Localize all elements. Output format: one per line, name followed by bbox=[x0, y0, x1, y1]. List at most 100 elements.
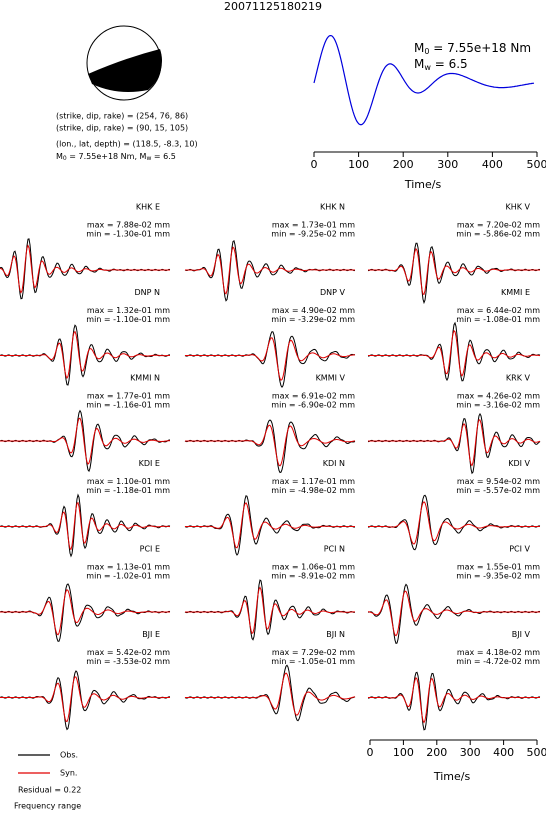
synthetic-trace bbox=[185, 246, 355, 295]
trace-label: DNP N bbox=[135, 288, 161, 297]
x-tick-label: 0 bbox=[311, 158, 318, 171]
x-tick-label: 400 bbox=[482, 158, 503, 171]
observed-trace bbox=[184, 664, 356, 722]
subscript: w bbox=[146, 155, 151, 162]
trace-label: PCI N bbox=[324, 545, 345, 554]
trace-min: min = -6.90e-02 mm bbox=[271, 401, 355, 410]
x-tick-label: 200 bbox=[393, 158, 414, 171]
legend-label: Obs. bbox=[60, 751, 78, 760]
trace-max: max = 5.42e-02 mm bbox=[87, 648, 170, 657]
synthetic-trace bbox=[185, 424, 356, 467]
value: = 6.5 bbox=[431, 57, 468, 71]
observed-trace bbox=[367, 671, 541, 731]
mechanism-line: (strike, dip, rake) = (254, 76, 86) bbox=[56, 112, 188, 121]
trace-label: BJI V bbox=[512, 630, 531, 639]
trace-max: max = 1.77e-01 mm bbox=[87, 392, 170, 401]
trace-min: min = -3.53e-02 mm bbox=[86, 657, 170, 666]
synthetic-trace bbox=[368, 677, 540, 724]
trace-max: max = 1.55e-01 mm bbox=[457, 563, 540, 572]
trace-min: min = -5.86e-02 mm bbox=[456, 230, 540, 239]
trace-min: min = -1.08e-01 mm bbox=[456, 315, 540, 324]
symbol: M bbox=[140, 152, 147, 161]
synthetic-trace bbox=[0, 588, 170, 636]
trace-max: max = 4.26e-02 mm bbox=[457, 392, 540, 401]
trace-max: max = 9.54e-02 mm bbox=[457, 477, 540, 486]
trace-min: min = -1.16e-01 mm bbox=[86, 401, 170, 410]
trace-label: PCI V bbox=[509, 545, 530, 554]
observed-trace bbox=[0, 670, 171, 731]
trace-label: KDI V bbox=[508, 459, 530, 468]
trace-max: max = 6.91e-02 mm bbox=[272, 392, 355, 401]
trace-min: min = -1.30e-01 mm bbox=[86, 230, 170, 239]
trace-max: max = 1.73e-01 mm bbox=[272, 221, 355, 230]
trace-min: min = -4.98e-02 mm bbox=[271, 486, 355, 495]
x-tick-label: 500 bbox=[527, 746, 546, 759]
synthetic-trace bbox=[185, 337, 355, 381]
symbol: M bbox=[414, 57, 424, 71]
trace-label: KMMI V bbox=[316, 374, 346, 383]
trace-label: KHK E bbox=[136, 203, 160, 212]
trace-min: min = -4.72e-02 mm bbox=[456, 657, 540, 666]
trace-max: max = 1.13e-01 mm bbox=[87, 563, 170, 572]
stf-x-label: Time/s bbox=[404, 178, 442, 191]
trace-label: BJI E bbox=[142, 630, 160, 639]
x-tick-label: 100 bbox=[393, 746, 414, 759]
value: = 6.5 bbox=[151, 152, 176, 161]
trace-min: min = -1.02e-01 mm bbox=[86, 572, 170, 581]
beachball-compression bbox=[88, 49, 163, 92]
frequency-range: Frequency range bbox=[14, 802, 81, 811]
observed-trace bbox=[0, 238, 171, 300]
mechanism-line: (lon., lat, depth) = (118.5, -8.3, 10) bbox=[56, 140, 198, 149]
trace-label: KMMI E bbox=[501, 288, 530, 297]
trace-label: DNP V bbox=[320, 288, 346, 297]
trace-max: max = 7.20e-02 mm bbox=[457, 221, 540, 230]
trace-label: KRK V bbox=[506, 374, 531, 383]
x-tick-label: 300 bbox=[437, 158, 458, 171]
subscript: 0 bbox=[63, 155, 67, 162]
trace-x-label: Time/s bbox=[433, 770, 471, 783]
x-tick-label: 400 bbox=[493, 746, 514, 759]
synthetic-trace bbox=[367, 590, 540, 637]
trace-label: KDI E bbox=[139, 459, 160, 468]
legend-label: Syn. bbox=[60, 769, 77, 778]
trace-label: PCI E bbox=[140, 545, 160, 554]
trace-min: min = -1.05e-01 mm bbox=[271, 657, 355, 666]
trace-min: min = -8.91e-02 mm bbox=[271, 572, 355, 581]
symbol: M bbox=[56, 152, 63, 161]
moment-line: M0 = 7.55e+18 Nm, Mw = 6.5 bbox=[56, 152, 176, 162]
trace-min: min = -3.29e-02 mm bbox=[271, 315, 355, 324]
observed-trace bbox=[367, 321, 541, 382]
trace-max: max = 7.88e-02 mm bbox=[87, 221, 170, 230]
trace-min: min = -1.18e-01 mm bbox=[86, 486, 170, 495]
value: = 7.55e+18 Nm bbox=[429, 41, 531, 55]
trace-min: min = -9.25e-02 mm bbox=[271, 230, 355, 239]
stf-magnitude: Mw = 6.5 bbox=[414, 57, 468, 72]
synthetic-trace bbox=[185, 672, 356, 716]
beachball bbox=[86, 25, 163, 101]
synthetic-trace bbox=[185, 502, 355, 549]
mechanism-line: (strike, dip, rake) = (90, 15, 105) bbox=[56, 124, 188, 133]
trace-max: max = 1.10e-01 mm bbox=[87, 477, 170, 486]
synthetic-trace bbox=[0, 244, 170, 294]
x-tick-label: 300 bbox=[460, 746, 481, 759]
synthetic-trace bbox=[0, 330, 170, 380]
trace-min: min = -5.57e-02 mm bbox=[456, 486, 540, 495]
trace-min: min = -1.10e-01 mm bbox=[86, 315, 170, 324]
trace-label: KHK V bbox=[505, 203, 530, 212]
subscript: w bbox=[424, 63, 431, 72]
trace-label: BJI N bbox=[326, 630, 345, 639]
trace-min: min = -9.35e-02 mm bbox=[456, 572, 540, 581]
trace-max: max = 4.90e-02 mm bbox=[272, 306, 355, 315]
trace-max: max = 4.18e-02 mm bbox=[457, 648, 540, 657]
synthetic-trace bbox=[368, 247, 540, 296]
title: 20071125180219 bbox=[224, 0, 322, 13]
trace-max: max = 1.06e-01 mm bbox=[272, 563, 355, 572]
trace-max: max = 1.17e-01 mm bbox=[272, 477, 355, 486]
residual: Residual = 0.22 bbox=[18, 786, 81, 795]
value: = 7.55e+18 Nm, bbox=[67, 152, 140, 161]
trace-max: max = 1.32e-01 mm bbox=[87, 306, 170, 315]
synthetic-trace bbox=[185, 586, 355, 635]
trace-label: KDI N bbox=[323, 459, 345, 468]
stf-curve bbox=[313, 35, 535, 126]
